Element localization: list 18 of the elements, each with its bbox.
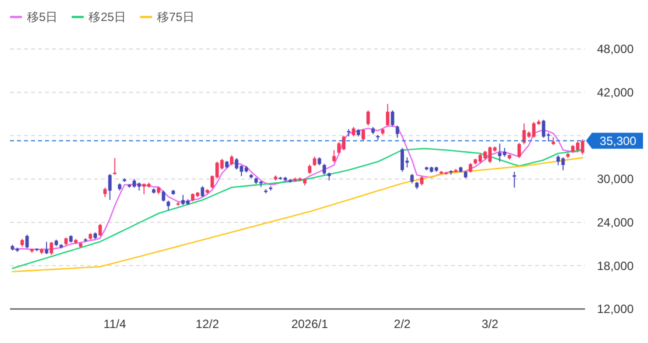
ytick: 30,000 [597, 172, 634, 186]
ytick: 12,000 [597, 302, 634, 316]
legend-item: 移25日 [72, 10, 126, 24]
legend-label: 移25日 [88, 10, 126, 24]
ytick: 48,000 [597, 42, 634, 56]
x-tick-label: 2026/1 [291, 317, 328, 331]
ytick: 18,000 [597, 258, 634, 273]
x-tick-label: 12/2 [196, 317, 220, 331]
legend-label: 移5日 [27, 10, 58, 24]
x-tick-label: 3/2 [482, 317, 499, 331]
ytick: 42,000 [597, 86, 634, 100]
legend-item: 移5日 [10, 10, 58, 24]
legend-item: 移75日 [140, 10, 194, 24]
ref-line-label: 35,300 [600, 134, 637, 148]
x-tick-label: 2/2 [394, 317, 411, 331]
legend-label: 移75日 [157, 10, 194, 24]
ytick: 24,000 [597, 216, 634, 230]
x-tick-label: 11/4 [104, 317, 126, 331]
